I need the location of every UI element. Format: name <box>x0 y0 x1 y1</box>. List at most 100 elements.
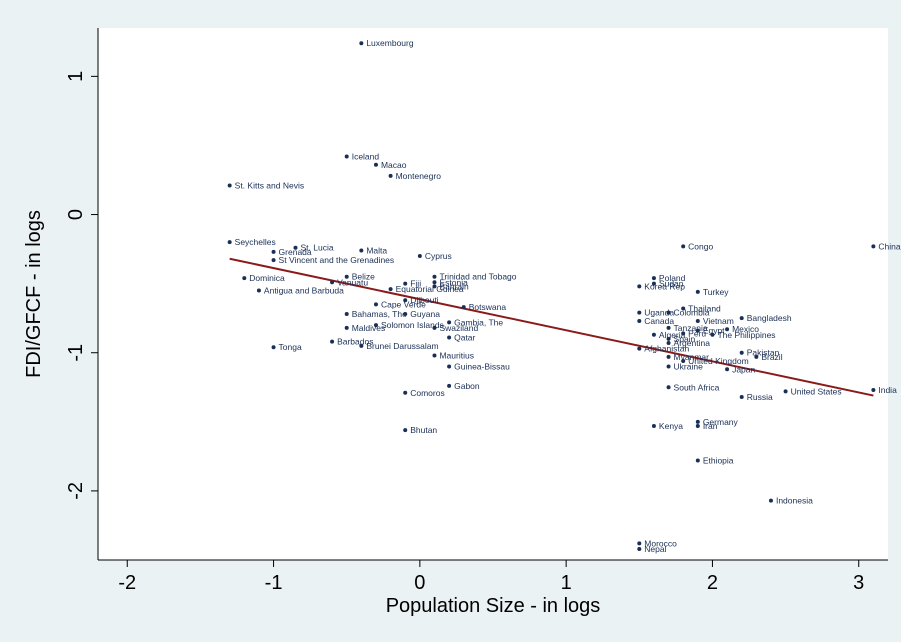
point-label: Cape Verde <box>381 299 426 309</box>
point-label: Botswana <box>469 302 507 312</box>
point-label: Afghanistan <box>644 344 689 354</box>
point-label: Korea Rep <box>644 281 685 291</box>
data-point: Solomon Islands <box>373 320 444 330</box>
point-label: Thailand <box>688 304 721 314</box>
x-tick-label: 2 <box>707 572 718 594</box>
point-marker <box>344 154 349 159</box>
data-point: Guyana <box>403 309 440 319</box>
point-label: Luxembourg <box>366 38 414 48</box>
data-point: Sudan <box>651 279 684 289</box>
point-marker <box>447 383 452 388</box>
point-marker <box>373 323 378 328</box>
point-marker <box>373 302 378 307</box>
point-label: Montenegro <box>396 171 442 181</box>
point-marker <box>417 254 422 258</box>
data-point: Kenya <box>651 421 683 431</box>
point-marker <box>432 353 437 358</box>
point-label: China <box>878 241 900 251</box>
point-label: Ukraine <box>674 362 704 372</box>
point-label: Algeria <box>659 330 686 340</box>
point-label: Nepal <box>644 544 666 554</box>
point-label: Turkey <box>703 287 729 297</box>
x-tick-label: 0 <box>414 572 425 594</box>
point-marker <box>432 274 437 279</box>
data-point: Egypt <box>695 326 725 336</box>
point-label: Vietnam <box>703 316 734 326</box>
point-marker <box>432 280 437 285</box>
point-marker <box>739 316 744 321</box>
point-marker <box>681 331 686 336</box>
data-point: Macao <box>373 160 407 170</box>
point-label: Poland <box>659 273 686 283</box>
data-point: Trinidad and Tobago <box>432 272 517 282</box>
data-point: Cape Verde <box>373 299 426 309</box>
data-point: Mexico <box>725 324 759 334</box>
data-point: India <box>871 385 897 395</box>
data-point: Brazil <box>754 352 783 362</box>
point-label: Gambia, The <box>454 317 503 327</box>
point-label: Morocco <box>644 538 677 548</box>
point-marker <box>271 249 276 254</box>
point-label: Brunei Darussalam <box>366 341 438 351</box>
point-marker <box>739 350 744 355</box>
data-point: Russia <box>739 392 773 402</box>
point-label: Brazil <box>761 352 782 362</box>
x-axis-title: Population Size - in logs <box>386 595 601 617</box>
data-point: Equatorial Guinea <box>388 284 464 294</box>
point-marker <box>403 298 408 303</box>
point-marker <box>681 244 686 249</box>
point-marker <box>403 312 408 317</box>
data-point: Poland <box>651 273 686 283</box>
point-marker <box>783 389 788 394</box>
data-point: Bahamas, The <box>344 309 407 319</box>
point-marker <box>871 244 876 249</box>
point-marker <box>710 332 715 337</box>
data-point: Nepal <box>637 544 667 554</box>
data-point: Indonesia <box>768 496 813 506</box>
point-marker <box>271 258 276 263</box>
point-marker <box>403 390 408 395</box>
point-label: Bahamas, The <box>352 309 407 319</box>
point-marker <box>651 281 656 286</box>
data-point: Germany <box>695 417 739 427</box>
data-point: Morocco <box>637 538 677 548</box>
point-marker <box>388 287 393 292</box>
data-point: Estonia <box>432 277 468 287</box>
point-label: The Philippines <box>717 330 775 340</box>
point-label: Bangladesh <box>747 313 792 323</box>
point-marker <box>871 388 876 393</box>
plot-area <box>98 28 888 560</box>
point-label: India <box>878 385 897 395</box>
data-point: Iceland <box>344 152 379 162</box>
point-label: Malta <box>366 245 387 255</box>
point-marker <box>637 284 642 289</box>
point-marker <box>359 41 364 46</box>
point-label: Sudan <box>659 279 684 289</box>
point-marker <box>695 328 700 333</box>
point-label: Argentina <box>674 338 711 348</box>
data-point: Bangladesh <box>739 313 792 323</box>
data-point: Colombia <box>666 308 710 318</box>
point-label: Egypt <box>703 326 725 336</box>
point-label: Estonia <box>439 277 468 287</box>
point-label: Macao <box>381 160 407 170</box>
point-label: Belize <box>352 272 375 282</box>
point-marker <box>271 345 276 350</box>
y-tick-label: -1 <box>65 344 87 362</box>
point-label: Swaziland <box>439 323 478 333</box>
data-point: Gabon <box>447 381 480 391</box>
point-label: United Kingdom <box>688 356 748 366</box>
point-label: Kenya <box>659 421 683 431</box>
data-point: Cyprus <box>417 251 452 261</box>
point-marker <box>695 289 700 294</box>
point-marker <box>695 423 700 428</box>
data-point: Uganda <box>637 308 674 318</box>
point-marker <box>666 341 671 346</box>
point-marker <box>695 318 700 323</box>
point-marker <box>447 335 452 340</box>
point-marker <box>432 284 437 289</box>
data-point: Bahrain <box>432 281 469 291</box>
data-point: St. Lucia <box>293 243 334 253</box>
point-marker <box>754 354 759 359</box>
